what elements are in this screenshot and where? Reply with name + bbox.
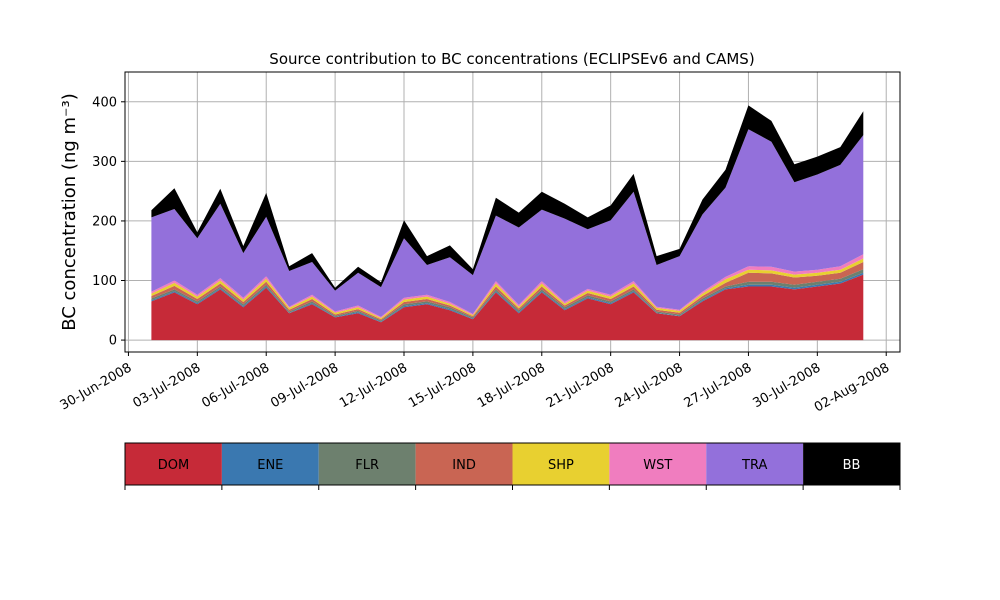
x-tick-label: 15-Jul-2008 — [406, 360, 479, 411]
legend-swatch-ind — [415, 443, 513, 485]
legend-label-wst: WST — [643, 458, 672, 473]
legend-swatch-bb — [803, 443, 900, 485]
y-tick-label: 100 — [92, 274, 117, 289]
plot-frame — [124, 71, 901, 353]
y-tick-label: 0 — [109, 334, 117, 349]
legend-label-tra: TRA — [741, 458, 767, 473]
legend-swatch-wst — [609, 443, 707, 485]
x-tick-label: 06-Jul-2008 — [199, 360, 272, 411]
legend-label-flr: FLR — [355, 458, 379, 473]
x-tick-label: 03-Jul-2008 — [131, 360, 204, 411]
x-tick-label: 09-Jul-2008 — [268, 360, 341, 411]
y-tick-label: 200 — [92, 214, 117, 229]
x-tick-label: 18-Jul-2008 — [475, 360, 548, 411]
x-axis: 30-Jun-200803-Jul-200806-Jul-200809-Jul-… — [58, 352, 892, 416]
area-dom — [151, 274, 864, 341]
area-bb — [151, 105, 864, 291]
x-tick-label: 24-Jul-2008 — [613, 360, 686, 411]
legend-label-ind: IND — [452, 458, 476, 473]
legend-swatch-ene — [221, 443, 319, 485]
y-tick-label: 300 — [92, 155, 117, 170]
legend-swatch-flr — [318, 443, 416, 485]
y-axis: 0 100 200 300 400 — [92, 95, 125, 349]
legend-label-shp: SHP — [548, 458, 574, 473]
y-axis-label: BC concentration (ng m⁻³) — [59, 93, 80, 331]
legend-swatch-shp — [512, 443, 610, 485]
legend-label-dom: DOM — [158, 458, 189, 473]
legend-swatch-dom — [125, 443, 222, 485]
legend-colorbar: DOM ENE FLR IND SHP WST TRA BB — [124, 442, 901, 490]
stacked-area-series — [151, 105, 864, 341]
chart-title: Source contribution to BC concentrations… — [269, 50, 754, 68]
y-tick-label: 400 — [92, 95, 117, 110]
legend-label-bb: BB — [843, 458, 861, 473]
x-tick-label: 30-Jun-2008 — [58, 360, 135, 413]
x-tick-label: 02-Aug-2008 — [812, 360, 892, 415]
x-tick-label: 12-Jul-2008 — [337, 360, 410, 411]
legend-swatch-tra — [706, 443, 804, 485]
x-tick-label: 21-Jul-2008 — [544, 360, 617, 411]
area-tra — [151, 129, 864, 317]
x-tick-label: 27-Jul-2008 — [682, 360, 755, 411]
legend-label-ene: ENE — [257, 458, 283, 473]
